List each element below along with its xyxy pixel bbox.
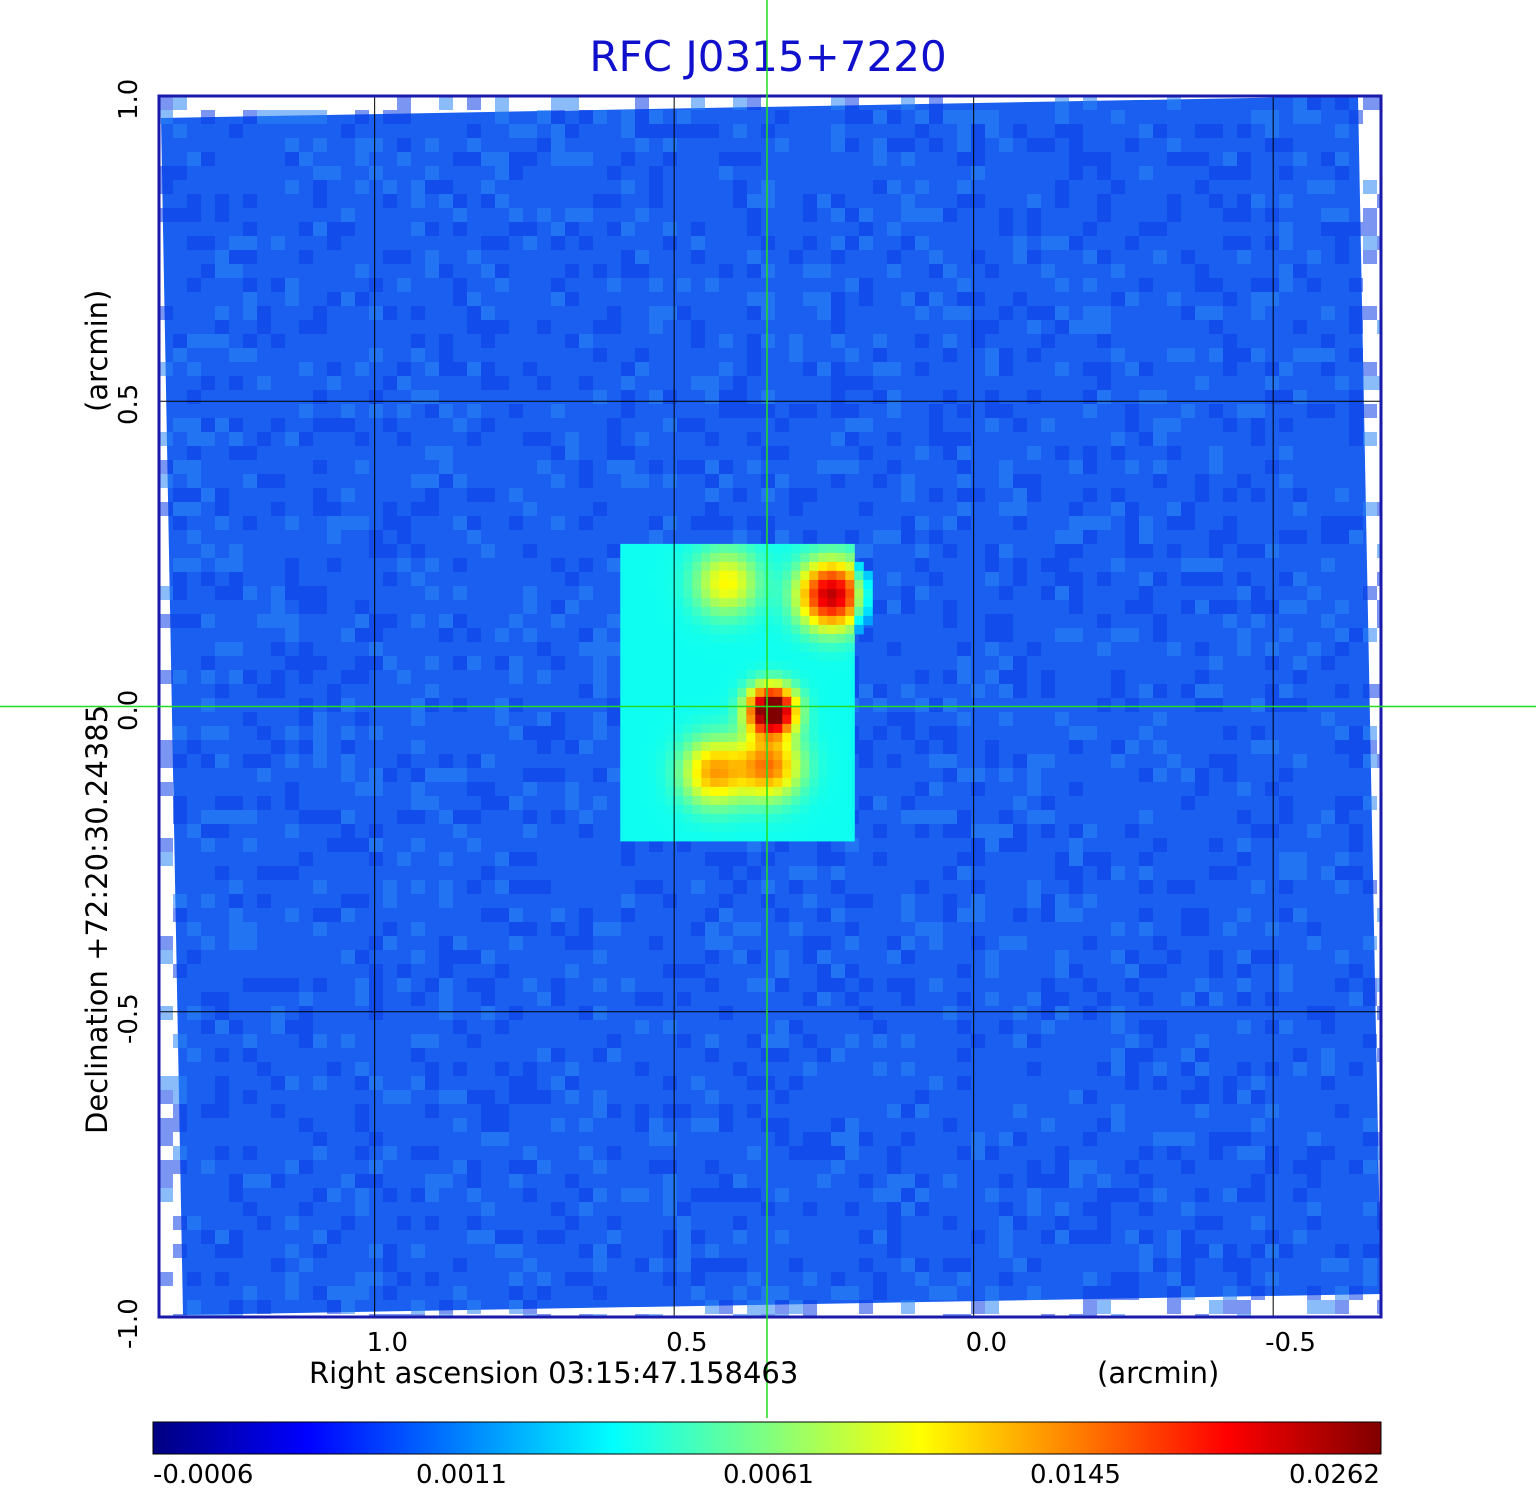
y-tick-label: 0.0	[114, 689, 144, 731]
colorbar-tick-label: 0.0061	[723, 1460, 814, 1490]
y-tick-label: 0.5	[114, 383, 144, 426]
y-tick-label: -1.0	[114, 1298, 144, 1349]
x-axis-label: Right ascension 03:15:47.158463	[309, 1356, 799, 1390]
colorbar-tick-label: -0.0006	[153, 1460, 254, 1490]
map-image	[159, 96, 1381, 1317]
x-tick-label: 0.5	[666, 1328, 708, 1358]
colorbar-tick-label: 0.0145	[1030, 1460, 1121, 1490]
colorbar-tick-label: 0.0262	[1289, 1460, 1380, 1490]
colorbar-tick-label: 0.0011	[416, 1460, 507, 1490]
x-tick-label: 1.0	[366, 1328, 408, 1358]
chart-title: RFC J0315+7220	[589, 32, 947, 81]
x-tick-label: -0.5	[1265, 1328, 1316, 1358]
y-tick-label: -0.5	[114, 993, 144, 1044]
y-tick-label: 1.0	[114, 78, 144, 120]
crosshair	[0, 0, 1536, 1418]
source-emission	[620, 543, 873, 842]
map-noise	[159, 96, 1381, 1317]
colorbar	[152, 1421, 1382, 1455]
y-axis-unit: (arcmin)	[80, 289, 114, 412]
x-tick-label: 0.0	[965, 1328, 1008, 1358]
x-axis-unit: (arcmin)	[1097, 1356, 1220, 1390]
y-axis-label: Declination +72:20:30.24385	[80, 704, 114, 1134]
